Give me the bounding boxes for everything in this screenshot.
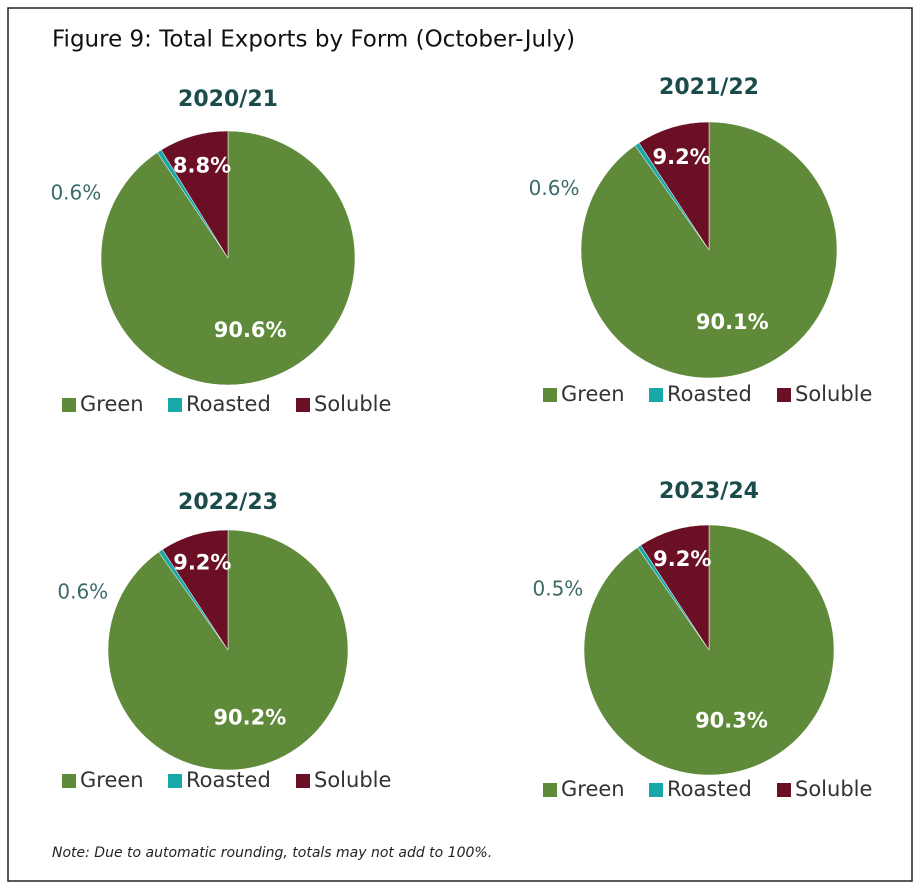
legend-swatch xyxy=(62,774,76,788)
data-label: 9.2% xyxy=(653,547,711,571)
pie-slice xyxy=(640,524,710,651)
legend-swatch xyxy=(296,774,310,788)
legend-swatch xyxy=(777,388,791,402)
data-label: 9.2% xyxy=(652,145,710,169)
legend-swatch xyxy=(777,783,791,797)
legend-swatch xyxy=(649,388,663,402)
legend-swatch xyxy=(168,774,182,788)
data-label: 90.6% xyxy=(214,318,287,342)
pie-title: 2022/23 xyxy=(178,490,278,515)
data-label: 8.8% xyxy=(173,153,231,177)
pie-title: 2020/21 xyxy=(178,87,278,112)
pie-slice xyxy=(160,130,229,259)
data-label: 0.6% xyxy=(57,580,108,604)
legend-swatch xyxy=(543,388,557,402)
data-label: 0.6% xyxy=(529,176,580,200)
legend-label: Roasted xyxy=(186,768,271,792)
data-label: 90.1% xyxy=(696,310,769,334)
pie-slice xyxy=(162,529,229,651)
data-label: 90.3% xyxy=(695,709,768,733)
legend-label: Soluble xyxy=(314,768,391,792)
legend-label: Soluble xyxy=(314,392,391,416)
data-label: 9.2% xyxy=(173,551,231,575)
legend-label: Roasted xyxy=(667,777,752,801)
legend-swatch xyxy=(296,398,310,412)
legend-label: Green xyxy=(80,768,144,792)
legend-swatch xyxy=(168,398,182,412)
legend-label: Soluble xyxy=(795,777,872,801)
note: Note: Due to automatic rounding, totals … xyxy=(52,845,492,861)
pie-slice xyxy=(638,121,710,251)
figure-title: Figure 9: Total Exports by Form (October… xyxy=(52,27,575,53)
legend-label: Green xyxy=(561,382,625,406)
legend-label: Roasted xyxy=(667,382,752,406)
data-label: 0.5% xyxy=(533,577,584,601)
legend-label: Roasted xyxy=(186,392,271,416)
legend-swatch xyxy=(62,398,76,412)
legend-label: Soluble xyxy=(795,382,872,406)
pie-title: 2021/22 xyxy=(659,75,759,100)
legend-label: Green xyxy=(561,777,625,801)
legend-label: Green xyxy=(80,392,144,416)
legend-swatch xyxy=(649,783,663,797)
legend-swatch xyxy=(543,783,557,797)
data-label: 0.6% xyxy=(50,180,101,204)
pie-title: 2023/24 xyxy=(659,479,759,504)
data-label: 90.2% xyxy=(213,706,286,730)
